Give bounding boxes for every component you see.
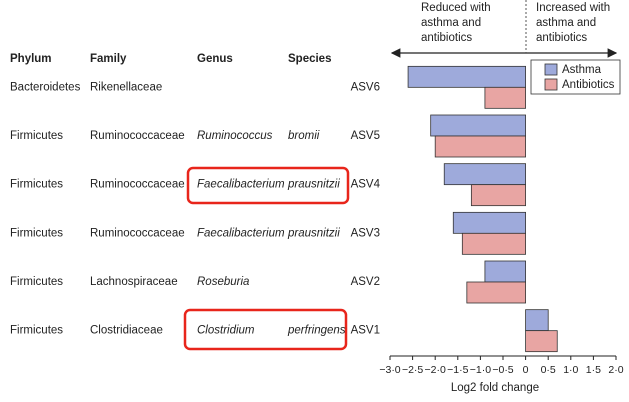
- x-tick-label: 0·5: [541, 364, 556, 376]
- direction-note: antibiotics: [536, 32, 587, 44]
- table-cell: bromii: [288, 130, 320, 142]
- category-label: ASV6: [351, 81, 380, 93]
- direction-note: asthma and: [536, 17, 596, 29]
- x-tick-label: 1·5: [586, 364, 601, 376]
- category-label: ASV1: [351, 325, 380, 337]
- x-axis-label: Log2 fold change: [451, 382, 539, 394]
- direction-note: asthma and: [421, 17, 481, 29]
- table-cell: Ruminococcaceae: [90, 227, 185, 239]
- x-tick-label: −1·5: [447, 364, 468, 376]
- x-tick-label: −1·0: [470, 364, 491, 376]
- column-header: Genus: [197, 53, 233, 65]
- category-label: ASV4: [351, 179, 381, 191]
- bar: [430, 114, 526, 137]
- table-cell: perfringens: [287, 325, 346, 337]
- highlight-box: [186, 166, 350, 205]
- legend-label: Asthma: [562, 64, 602, 76]
- legend-swatch: [544, 78, 558, 91]
- table-cell: Firmicutes: [10, 227, 63, 239]
- table-cell: Roseburia: [197, 276, 249, 288]
- bar: [434, 135, 527, 158]
- legend-swatch: [544, 63, 558, 76]
- table-cell: Faecalibacterium: [197, 227, 285, 239]
- table-cell: Clostridium: [197, 325, 255, 337]
- table-cell: Ruminococcaceae: [90, 179, 185, 191]
- highlight-box: [183, 308, 348, 351]
- bar: [407, 65, 526, 88]
- bar: [452, 211, 526, 234]
- table-cell: Firmicutes: [10, 179, 63, 191]
- x-tick-label: −0·5: [492, 364, 513, 376]
- table-cell: Lachnospiraceae: [90, 276, 178, 288]
- column-header: Species: [288, 53, 331, 65]
- table-cell: Ruminococcaceae: [90, 130, 185, 142]
- table-cell: Clostridiaceae: [90, 325, 163, 337]
- table-cell: Ruminococcus: [197, 130, 273, 142]
- bar: [443, 163, 526, 186]
- direction-note: antibiotics: [421, 32, 472, 44]
- bar: [484, 260, 527, 283]
- x-tick-label: 0: [523, 364, 529, 376]
- table-cell: Rikenellaceae: [90, 81, 162, 93]
- table-cell: Firmicutes: [10, 325, 63, 337]
- direction-note: Increased with: [536, 2, 610, 14]
- table-cell: prausnitzii: [287, 227, 340, 239]
- bar: [461, 232, 527, 255]
- bar: [470, 184, 526, 207]
- column-header: Family: [90, 53, 127, 65]
- bar: [466, 281, 526, 304]
- table-cell: Firmicutes: [10, 276, 63, 288]
- category-label: ASV3: [351, 227, 380, 239]
- table-cell: prausnitzii: [287, 179, 340, 191]
- bar: [484, 86, 527, 109]
- x-tick-label: −2·0: [425, 364, 446, 376]
- table-cell: Firmicutes: [10, 130, 63, 142]
- column-header: Phylum: [10, 53, 52, 65]
- table-cell: Faecalibacterium: [197, 179, 285, 191]
- x-tick-label: −2·5: [402, 364, 423, 376]
- direction-note: Reduced with: [421, 2, 491, 14]
- table-cell: Bacteroidetes: [10, 81, 81, 93]
- legend-label: Antibiotics: [562, 79, 615, 91]
- x-tick-label: −3·0: [379, 364, 400, 376]
- bar: [525, 330, 558, 353]
- x-tick-label: 1·0: [563, 364, 578, 376]
- category-label: ASV5: [351, 130, 380, 142]
- category-label: ASV2: [351, 276, 380, 288]
- bar: [525, 309, 549, 332]
- x-tick-label: 2·0: [608, 364, 623, 376]
